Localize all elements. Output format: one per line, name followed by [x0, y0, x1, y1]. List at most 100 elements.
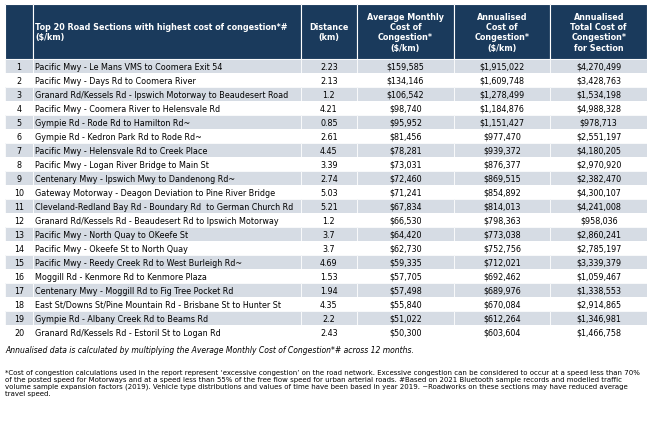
Bar: [454, 284, 550, 297]
Text: Average Monthly
Cost of
Congestion*
($/km): Average Monthly Cost of Congestion* ($/k…: [367, 13, 444, 53]
Bar: [33, 270, 300, 284]
Text: $106,542: $106,542: [387, 91, 424, 99]
Bar: [300, 102, 357, 116]
Bar: [300, 186, 357, 200]
Text: 2.23: 2.23: [320, 63, 337, 71]
Bar: [357, 158, 454, 172]
Bar: [454, 186, 550, 200]
Bar: [5, 158, 33, 172]
Bar: [454, 242, 550, 256]
Bar: [454, 144, 550, 158]
Text: $4,988,328: $4,988,328: [576, 105, 621, 113]
Text: 1.2: 1.2: [323, 216, 335, 225]
Text: 7: 7: [16, 146, 21, 155]
Bar: [454, 102, 550, 116]
Bar: [5, 102, 33, 116]
Text: $612,264: $612,264: [484, 314, 521, 323]
Bar: [33, 228, 300, 242]
Bar: [550, 130, 647, 144]
Bar: [454, 102, 550, 116]
Text: $869,515: $869,515: [484, 174, 521, 184]
Text: 4.45: 4.45: [320, 146, 337, 155]
Bar: [550, 130, 647, 144]
Bar: [550, 88, 647, 102]
Bar: [357, 186, 454, 200]
Text: 5.21: 5.21: [320, 202, 337, 211]
Bar: [454, 74, 550, 88]
Bar: [33, 172, 300, 186]
Text: $958,036: $958,036: [580, 216, 618, 225]
Text: $603,604: $603,604: [484, 328, 520, 337]
Bar: [33, 297, 300, 311]
Bar: [300, 158, 357, 172]
Bar: [454, 158, 550, 172]
Bar: [5, 200, 33, 214]
Text: 17: 17: [14, 286, 24, 295]
Bar: [5, 172, 33, 186]
Bar: [33, 102, 300, 116]
Bar: [5, 130, 33, 144]
Bar: [300, 172, 357, 186]
Text: $670,084: $670,084: [484, 300, 521, 309]
Bar: [5, 228, 33, 242]
Bar: [300, 5, 357, 60]
Text: 5.03: 5.03: [320, 188, 337, 197]
Bar: [33, 116, 300, 130]
Text: Pacific Mwy - Helensvale Rd to Creek Place: Pacific Mwy - Helensvale Rd to Creek Pla…: [36, 146, 208, 155]
Bar: [300, 284, 357, 297]
Bar: [357, 200, 454, 214]
Text: $939,372: $939,372: [483, 146, 521, 155]
Bar: [357, 60, 454, 74]
Bar: [33, 186, 300, 200]
Text: Annualised
Cost of
Congestion*
($/km): Annualised Cost of Congestion* ($/km): [474, 13, 530, 53]
Bar: [33, 172, 300, 186]
Bar: [300, 284, 357, 297]
Bar: [300, 172, 357, 186]
Bar: [357, 186, 454, 200]
Bar: [454, 130, 550, 144]
Bar: [300, 158, 357, 172]
Bar: [5, 311, 33, 325]
Bar: [5, 214, 33, 228]
Bar: [33, 5, 300, 60]
Text: $3,339,379: $3,339,379: [576, 258, 621, 267]
Bar: [33, 311, 300, 325]
Text: $1,338,553: $1,338,553: [576, 286, 621, 295]
Text: $78,281: $78,281: [389, 146, 422, 155]
Bar: [550, 228, 647, 242]
Bar: [550, 144, 647, 158]
Bar: [454, 88, 550, 102]
Bar: [33, 214, 300, 228]
Bar: [454, 172, 550, 186]
Bar: [5, 256, 33, 270]
Bar: [33, 242, 300, 256]
Bar: [454, 200, 550, 214]
Text: Gympie Rd - Albany Creek Rd to Beams Rd: Gympie Rd - Albany Creek Rd to Beams Rd: [36, 314, 208, 323]
Bar: [300, 144, 357, 158]
Bar: [550, 270, 647, 284]
Bar: [357, 214, 454, 228]
Bar: [357, 158, 454, 172]
Bar: [454, 60, 550, 74]
Bar: [454, 116, 550, 130]
Text: $159,585: $159,585: [387, 63, 424, 71]
Bar: [550, 172, 647, 186]
Bar: [454, 5, 550, 60]
Text: $55,840: $55,840: [389, 300, 422, 309]
Bar: [5, 144, 33, 158]
Bar: [300, 214, 357, 228]
Bar: [300, 116, 357, 130]
Text: $64,420: $64,420: [389, 230, 422, 239]
Bar: [5, 172, 33, 186]
Text: $773,038: $773,038: [484, 230, 521, 239]
Text: $1,059,467: $1,059,467: [576, 272, 621, 281]
Bar: [454, 130, 550, 144]
Bar: [5, 311, 33, 325]
Bar: [300, 200, 357, 214]
Bar: [357, 88, 454, 102]
Bar: [5, 88, 33, 102]
Bar: [454, 5, 550, 60]
Bar: [357, 325, 454, 339]
Bar: [357, 325, 454, 339]
Bar: [5, 214, 33, 228]
